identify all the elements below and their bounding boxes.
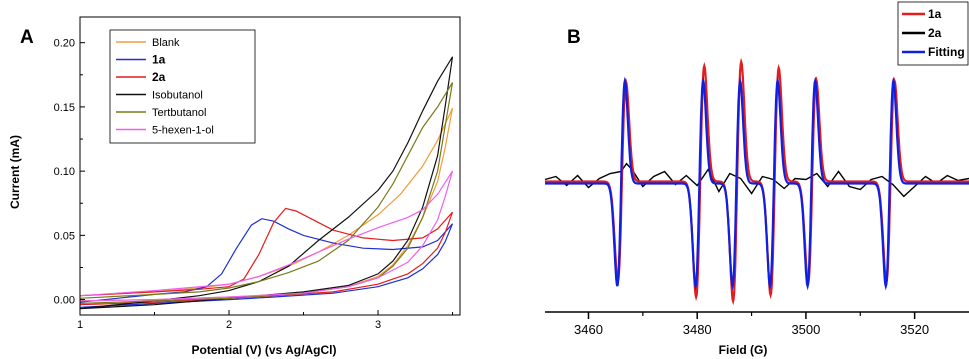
panel-b-letter: B [567,27,581,48]
panel-a-y-tick-label-0: 0.00 [54,295,75,307]
panel-a-curves [79,56,454,310]
panel-b-x-tick-label-2: 3500 [791,322,820,337]
panel-a-legend-label-5: 5-hexen-1-ol [152,125,214,137]
panel-b-curves [544,57,969,306]
panel-a-plot-frame [79,16,461,316]
panel-a-axes: 1 2 3 0.00 0.05 0.10 0.15 0.20 [54,16,461,331]
panel-a-legend-label-1: 1a [152,53,166,67]
panel-a-x-tick-label-2: 3 [375,319,381,331]
panel-b-legend-label-1: 2a [928,26,942,40]
panel-a-legend-label-3: Isobutanol [152,90,203,102]
panel-b-x-tick-label-0: 3460 [574,322,603,337]
panel-a-x-tick-label-1: 2 [226,319,232,331]
series-line-0 [545,57,969,306]
panel-a-x-axis-label: Potential (V) (vs Ag/AgCl) [192,343,337,357]
panel-a-legend-box [109,29,256,144]
panel-b-legend-label-0: 1a [928,7,942,21]
panel-b-x-axis-label: Field (G) [719,343,768,357]
panel-a-legend: Blank 1a 2a Isobutanol Tertbutanol 5-hexen-1-… [109,29,256,144]
panel-a-y-tick-label-3: 0.15 [54,102,75,114]
panel-b-legend: 1a 2a Fitting [897,1,969,66]
panel-a-legend-label-0: Blank [152,37,180,49]
panel-b-epr-spectrum: B 3460 3480 3500 3520 1a 2a Fitting Field (G) [544,1,969,357]
panel-b-legend-label-2: Fitting [928,45,965,59]
panel-a-legend-label-2: 2a [152,70,166,84]
series-line-5 [79,170,454,302]
panel-a-x-tick-label-0: 1 [77,319,83,331]
series-line-1 [544,162,969,198]
series-line-2 [545,76,969,291]
panel-b-x-tick-label-1: 3480 [683,322,712,337]
panel-a-legend-label-4: Tertbutanol [152,107,206,119]
panel-a-y-tick-label-2: 0.10 [54,166,75,178]
panel-a-y-tick-label-4: 0.20 [54,38,75,50]
panel-b-x-tick-label-3: 3520 [900,322,929,337]
panel-a-cyclic-voltammogram: A 1 2 3 0.00 0.05 0.10 0.15 0.20 Blank 1a 2a Isobu… [8,16,461,357]
panel-a-y-axis-label: Current (mA) [8,135,22,209]
panel-a-y-tick-label-1: 0.05 [54,230,75,242]
panel-b-axes: 3460 3480 3500 3520 [545,311,969,337]
panel-a-letter: A [20,27,34,48]
series-line-1 [79,218,454,308]
